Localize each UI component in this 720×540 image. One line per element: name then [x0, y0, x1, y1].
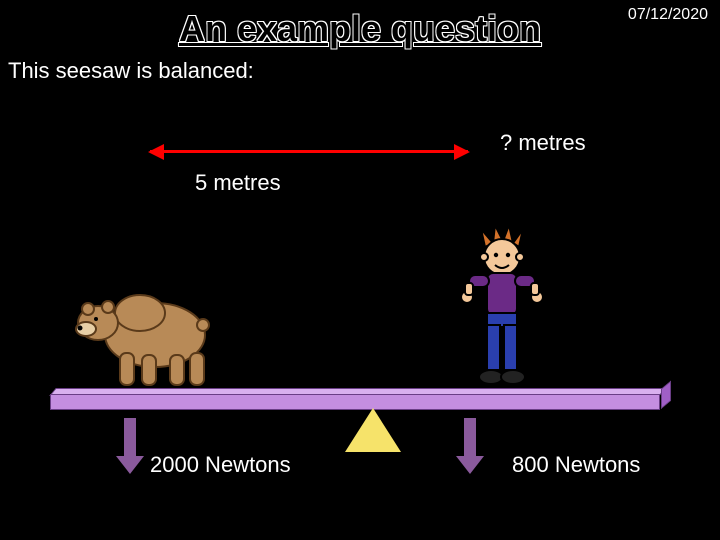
seesaw-plank — [50, 388, 670, 410]
boy-graphic — [455, 225, 550, 390]
left-distance-label: 5 metres — [195, 170, 281, 196]
right-force-label: 800 Newtons — [512, 452, 640, 478]
diagram-stage: 5 metres ? metres — [0, 0, 720, 540]
distance-arrow — [150, 150, 468, 153]
bear-graphic — [70, 275, 230, 390]
right-distance-label: ? metres — [500, 130, 586, 156]
left-force-label: 2000 Newtons — [150, 452, 291, 478]
seesaw-fulcrum — [345, 408, 401, 452]
